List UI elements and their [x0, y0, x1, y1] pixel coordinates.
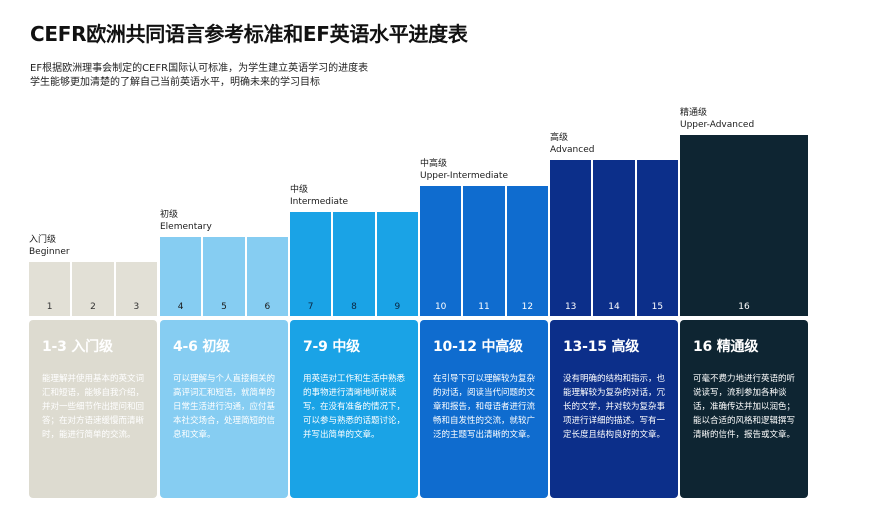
level-card-title: 4-6 初级: [173, 339, 230, 355]
level-label-cn: 高级: [550, 133, 569, 143]
level-step-bar: 10: [420, 186, 464, 316]
level-step-bar: 9: [376, 212, 420, 316]
page-subtitle: EF根据欧洲理事会制定的CEFR国际认可标准，为学生建立英语学习的进度表 学生能…: [30, 62, 368, 90]
level-card-2: 4-6 初级可以理解与个人直接相关的高评词汇和短语，就简单的日常生活进行沟通，应…: [160, 320, 288, 498]
level-step-bar: 7: [290, 212, 334, 316]
level-step-bar: 3: [115, 262, 159, 316]
level-card-description: 在引导下可以理解较为复杂的对话，阅读当代问题的文章和报告，和母语者进行流畅和自发…: [433, 374, 536, 440]
level-card-title: 13-15 高级: [563, 339, 640, 355]
level-label-en: Upper-Advanced: [680, 120, 755, 130]
level-step-bar: 15: [636, 160, 680, 316]
level-step-bar: 4: [160, 237, 204, 316]
page-title: CEFR欧洲共同语言参考标准和EF英语水平进度表: [30, 22, 468, 46]
level-label-cn: 中级: [290, 185, 309, 195]
level-label-5: 高级 Advanced: [550, 132, 594, 156]
level-label-cn: 入门级: [29, 235, 57, 245]
level-step-bar: 8: [333, 212, 377, 316]
level-label-en: Upper-Intermediate: [420, 171, 508, 181]
level-card-title: 7-9 中级: [303, 339, 360, 355]
level-step-bar: 1: [29, 262, 73, 316]
level-card-4: 10-12 中高级在引导下可以理解较为复杂的对话，阅读当代问题的文章和报告，和母…: [420, 320, 548, 498]
level-card-description: 能理解并使用基本的英文词汇和短语，能够自我介绍，并对一些细节作出提问和回答；在对…: [42, 374, 145, 440]
level-label-2: 初级 Elementary: [160, 209, 212, 233]
level-step-bar: 2: [72, 262, 116, 316]
level-label-cn: 初级: [160, 210, 179, 220]
level-step-bar: 14: [593, 160, 637, 316]
level-card-description: 没有明确的结构和指示，也能理解较为复杂的对话，冗长的文学，并对较为复杂事项进行详…: [563, 374, 666, 440]
level-label-cn: 中高级: [420, 159, 448, 169]
level-step-bar: 11: [463, 186, 507, 316]
level-label-6: 精通级 Upper-Advanced: [680, 107, 754, 131]
level-card-description: 可以理解与个人直接相关的高评词汇和短语，就简单的日常生活进行沟通，应付基本社交场…: [173, 374, 276, 440]
level-label-en: Intermediate: [290, 197, 349, 207]
level-card-title: 10-12 中高级: [433, 339, 523, 355]
subtitle-line-1: EF根据欧洲理事会制定的CEFR国际认可标准，为学生建立英语学习的进度表: [30, 63, 369, 74]
level-card-title: 16 精通级: [693, 339, 759, 355]
level-card-5: 13-15 高级没有明确的结构和指示，也能理解较为复杂的对话，冗长的文学，并对较…: [550, 320, 678, 498]
level-card-6: 16 精通级可毫不费力地进行英语的听说读写，流利参加各种谈话，准确传达并加以润色…: [680, 320, 808, 498]
level-step-bar: 16: [680, 135, 810, 316]
level-step-bar: 6: [246, 237, 290, 316]
level-step-bar: 12: [506, 186, 550, 316]
level-card-description: 用英语对工作和生活中熟悉的事物进行清晰地听说读写。在没有准备的情况下，可以参与熟…: [303, 374, 406, 440]
level-label-en: Advanced: [550, 145, 595, 155]
level-label-cn: 精通级: [680, 108, 708, 118]
level-step-bar: 13: [550, 160, 594, 316]
level-label-1: 入门级 Beginner: [29, 234, 70, 258]
subtitle-line-2: 学生能够更加清楚的了解自己当前英语水平，明确未来的学习目标: [30, 77, 320, 88]
level-label-4: 中高级 Upper-Intermediate: [420, 158, 508, 182]
level-label-3: 中级 Intermediate: [290, 184, 348, 208]
level-step-bar: 5: [203, 237, 247, 316]
level-card-description: 可毫不费力地进行英语的听说读写，流利参加各种谈话，准确传达并加以润色；能以合适的…: [693, 374, 796, 440]
level-card-1: 1-3 入门级能理解并使用基本的英文词汇和短语，能够自我介绍，并对一些细节作出提…: [29, 320, 157, 498]
level-label-en: Beginner: [29, 247, 70, 257]
level-label-en: Elementary: [160, 222, 212, 232]
level-card-3: 7-9 中级用英语对工作和生活中熟悉的事物进行清晰地听说读写。在没有准备的情况下…: [290, 320, 418, 498]
level-card-title: 1-3 入门级: [42, 339, 113, 355]
